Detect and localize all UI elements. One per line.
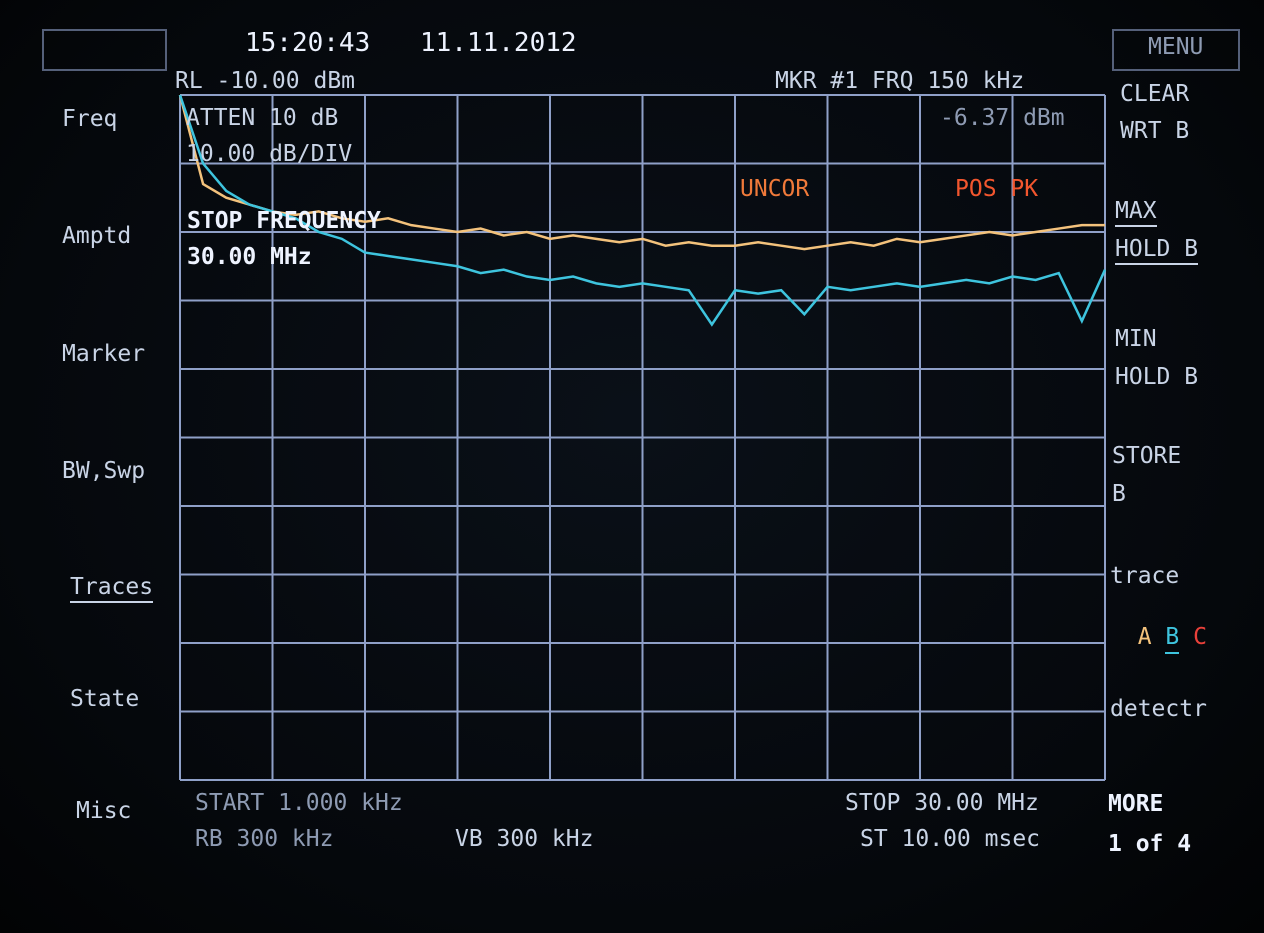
softkey[interactable]: STORE	[1112, 445, 1181, 468]
softkey[interactable]: 1 of 4	[1108, 833, 1191, 856]
clock: 15:20:43	[245, 30, 370, 56]
softkey[interactable]: WRT B	[1120, 120, 1189, 143]
softkey[interactable]: trace	[1110, 565, 1179, 588]
softkey[interactable]: CLEAR	[1120, 83, 1189, 106]
trace-b: B	[1165, 624, 1179, 654]
softkey[interactable]: BW,Swp	[62, 460, 145, 483]
date: 11.11.2012	[420, 30, 577, 56]
trace-c: C	[1193, 624, 1207, 650]
softkey[interactable]: MAX	[1115, 200, 1157, 227]
softkey[interactable]: State	[70, 688, 139, 711]
entry-title: STOP FREQUENCY	[187, 210, 381, 233]
softkey[interactable]: HOLD B	[1115, 366, 1198, 389]
marker-value: -6.37 dBm	[940, 107, 1065, 130]
softkey[interactable]: MIN	[1115, 328, 1157, 351]
softkey[interactable]: Misc	[76, 800, 131, 823]
softkey[interactable]: Freq	[62, 108, 117, 131]
softkey[interactable]: Marker	[62, 343, 145, 366]
ref-level: RL -10.00 dBm	[175, 70, 355, 93]
softkey[interactable]: HOLD B	[1115, 238, 1198, 265]
softkey[interactable]: Traces	[70, 576, 153, 603]
scale: 10.00 dB/DIV	[186, 143, 352, 166]
marker-readout: MKR #1 FRQ 150 kHz	[775, 70, 1024, 93]
menu-title: MENU	[1148, 36, 1203, 59]
stop-freq: STOP 30.00 MHz	[845, 792, 1039, 815]
trace-a: A	[1138, 624, 1152, 650]
entry-value: 30.00 MHz	[187, 246, 312, 269]
softkey[interactable]: detectr	[1110, 698, 1207, 721]
blank-box	[43, 30, 166, 70]
rbw: RB 300 kHz	[195, 828, 333, 851]
vbw: VB 300 kHz	[455, 828, 593, 851]
softkey[interactable]: B	[1112, 483, 1126, 506]
sweep-time: ST 10.00 msec	[860, 828, 1040, 851]
detector-flag: POS PK	[955, 178, 1038, 201]
start-freq: START 1.000 kHz	[195, 792, 403, 815]
softkey[interactable]: Amptd	[62, 225, 131, 248]
uncor-flag: UNCOR	[740, 178, 809, 201]
analyzer-screen: 15:20:43 11.11.2012 RL -10.00 dBm ATTEN …	[0, 0, 1264, 933]
plot-area	[0, 0, 1264, 933]
softkey[interactable]: MORE	[1108, 793, 1163, 816]
attenuation: ATTEN 10 dB	[186, 107, 338, 130]
trace-letters: A B C	[1110, 603, 1207, 649]
